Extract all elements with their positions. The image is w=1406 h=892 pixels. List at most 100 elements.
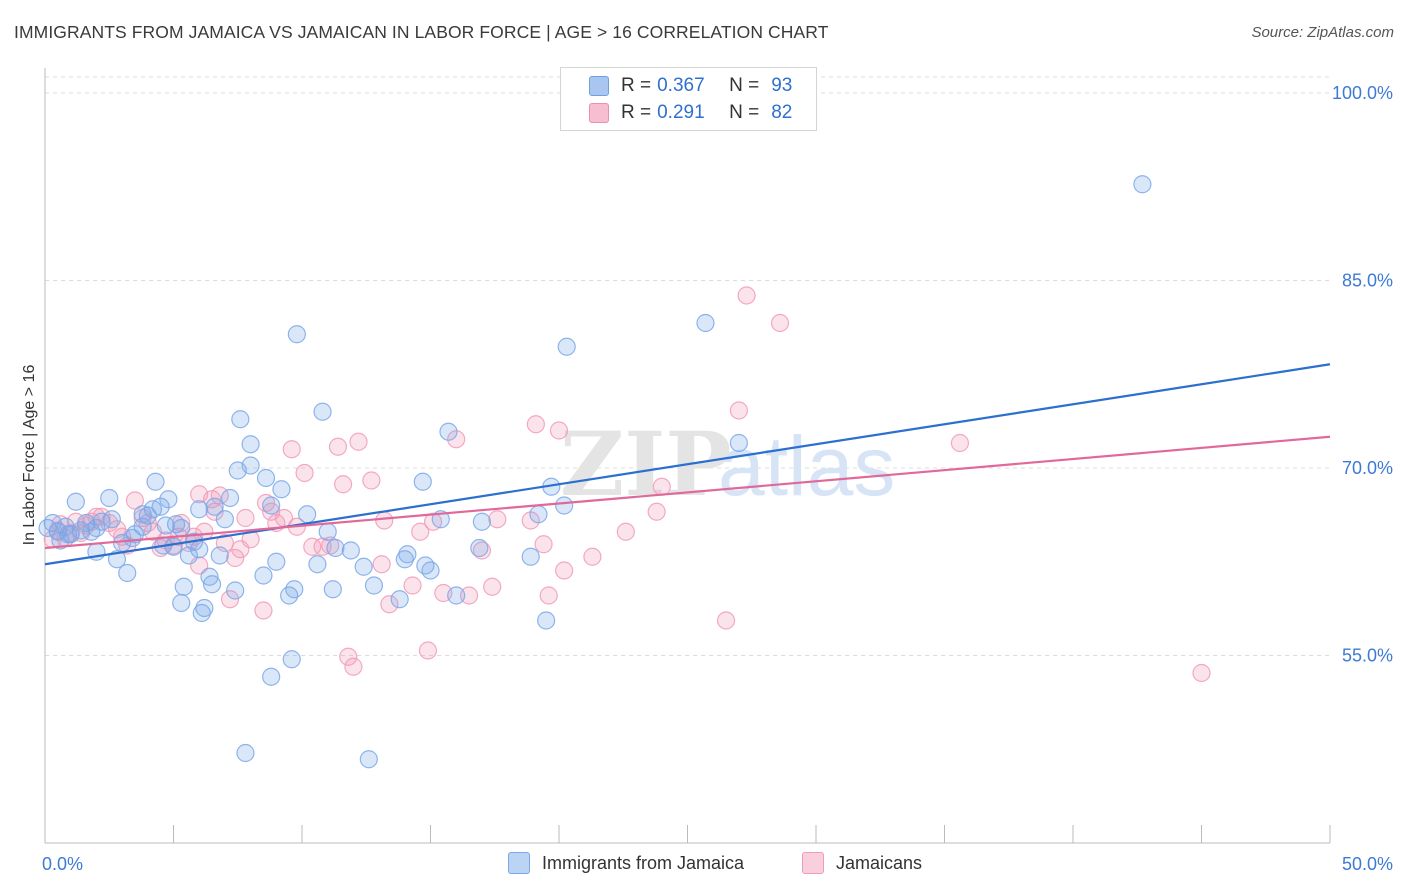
point-immigrants-from-jamaica	[174, 577, 193, 596]
point-immigrants-from-jamaica	[241, 456, 260, 475]
point-immigrants-from-jamaica	[164, 537, 183, 556]
watermark-atlas: atlas	[718, 419, 895, 513]
r-label: R =	[621, 75, 652, 96]
stats-legend: R = 0.367 N = 93 R = 0.291 N = 82	[560, 67, 817, 131]
point-immigrants-from-jamaica	[172, 593, 191, 613]
point-jamaicans	[321, 536, 340, 555]
point-immigrants-from-jamaica	[66, 492, 85, 511]
point-immigrants-from-jamaica	[729, 433, 749, 453]
point-jamaicans	[483, 577, 502, 596]
point-immigrants-from-jamaica	[215, 510, 234, 529]
point-jamaicans	[472, 541, 491, 560]
point-immigrants-from-jamaica	[287, 325, 306, 344]
point-immigrants-from-jamaica	[272, 480, 291, 499]
point-immigrants-from-jamaica	[285, 580, 304, 599]
point-immigrants-from-jamaica	[202, 575, 222, 594]
point-immigrants-from-jamaica	[190, 500, 209, 519]
point-immigrants-from-jamaica	[421, 561, 440, 580]
point-immigrants-from-jamaica	[398, 545, 417, 564]
point-immigrants-from-jamaica	[395, 550, 414, 569]
point-immigrants-from-jamaica	[59, 525, 78, 544]
point-jamaicans	[125, 491, 145, 510]
point-jamaicans	[616, 522, 635, 541]
point-immigrants-from-jamaica	[521, 547, 540, 566]
point-jamaicans	[334, 475, 353, 494]
point-immigrants-from-jamaica	[179, 546, 199, 565]
point-immigrants-from-jamaica	[195, 598, 214, 618]
point-immigrants-from-jamaica	[557, 337, 576, 356]
point-immigrants-from-jamaica	[323, 580, 342, 599]
point-immigrants-from-jamaica	[133, 517, 152, 536]
point-immigrants-from-jamaica	[146, 472, 165, 491]
point-immigrants-from-jamaica	[236, 743, 255, 763]
point-jamaicans	[418, 641, 438, 660]
r-value: 0.367	[657, 75, 705, 96]
point-jamaicans	[555, 561, 574, 580]
point-jamaicans	[220, 590, 240, 609]
point-immigrants-from-jamaica	[190, 540, 209, 559]
bottom-legend-item-immigrants: Immigrants from Jamaica	[508, 851, 744, 875]
point-immigrants-from-jamaica	[341, 541, 360, 560]
point-immigrants-from-jamaica	[220, 488, 240, 508]
x-tick-label-max: 50.0%	[1342, 854, 1393, 874]
point-immigrants-from-jamaica	[696, 313, 715, 333]
y-tick-label: 70.0%	[1342, 458, 1393, 478]
y-tick-label: 100.0%	[1332, 83, 1393, 103]
point-jamaicans	[205, 502, 224, 521]
point-jamaicans	[647, 502, 666, 521]
point-jamaicans	[716, 611, 736, 630]
point-jamaicans	[256, 493, 276, 513]
point-jamaicans	[737, 286, 756, 305]
point-immigrants-from-jamaica	[282, 650, 301, 669]
point-jamaicans	[226, 548, 245, 568]
point-jamaicans	[254, 601, 273, 620]
point-immigrants-from-jamaica	[151, 497, 170, 516]
point-jamaicans	[349, 432, 368, 451]
point-immigrants-from-jamaica	[102, 510, 121, 529]
n-value: 82	[771, 102, 793, 123]
y-tick-label: 55.0%	[1342, 646, 1393, 666]
legend-swatch-jamaicans	[589, 103, 609, 123]
point-jamaicans	[526, 415, 545, 434]
point-immigrants-from-jamaica	[1133, 175, 1152, 194]
point-immigrants-from-jamaica	[447, 586, 466, 605]
point-immigrants-from-jamaica	[256, 468, 276, 488]
bottom-legend-label: Jamaicans	[836, 852, 923, 873]
point-immigrants-from-jamaica	[210, 546, 229, 565]
point-immigrants-from-jamaica	[555, 496, 574, 515]
point-immigrants-from-jamaica	[326, 538, 345, 558]
point-jamaicans	[282, 440, 301, 459]
stats-legend-row-immigrants: R = 0.367 N = 93	[589, 74, 792, 98]
point-jamaicans	[539, 586, 558, 605]
point-immigrants-from-jamaica	[262, 496, 281, 515]
chart-title: IMMIGRANTS FROM JAMAICA VS JAMAICAN IN L…	[14, 22, 829, 42]
point-immigrants-from-jamaica	[100, 488, 119, 508]
point-immigrants-from-jamaica	[159, 490, 178, 509]
legend-swatch-immigrants	[589, 76, 609, 96]
point-immigrants-from-jamaica	[192, 603, 211, 623]
axes	[44, 68, 1331, 844]
point-jamaicans	[380, 595, 399, 614]
point-jamaicans	[1192, 663, 1211, 683]
point-immigrants-from-jamaica	[308, 555, 327, 574]
point-jamaicans	[362, 471, 381, 490]
point-immigrants-from-jamaica	[133, 505, 152, 524]
point-immigrants-from-jamaica	[254, 566, 273, 585]
point-immigrants-from-jamaica	[359, 750, 378, 769]
point-immigrants-from-jamaica	[529, 505, 548, 524]
point-jamaicans	[729, 401, 749, 420]
point-immigrants-from-jamaica	[241, 435, 260, 454]
point-jamaicans	[403, 576, 422, 595]
tick-labels: 55.0% 70.0% 85.0% 100.0% 0.0% 50.0%	[42, 83, 1393, 874]
n-label: N =	[729, 75, 760, 96]
point-immigrants-from-jamaica	[390, 590, 409, 609]
point-immigrants-from-jamaica	[267, 552, 286, 571]
data-points	[38, 175, 1211, 769]
n-label: N =	[729, 102, 760, 123]
point-immigrants-from-jamaica	[354, 557, 373, 576]
point-jamaicans	[950, 433, 970, 453]
point-jamaicans	[372, 555, 391, 574]
r-label: R =	[621, 102, 652, 123]
